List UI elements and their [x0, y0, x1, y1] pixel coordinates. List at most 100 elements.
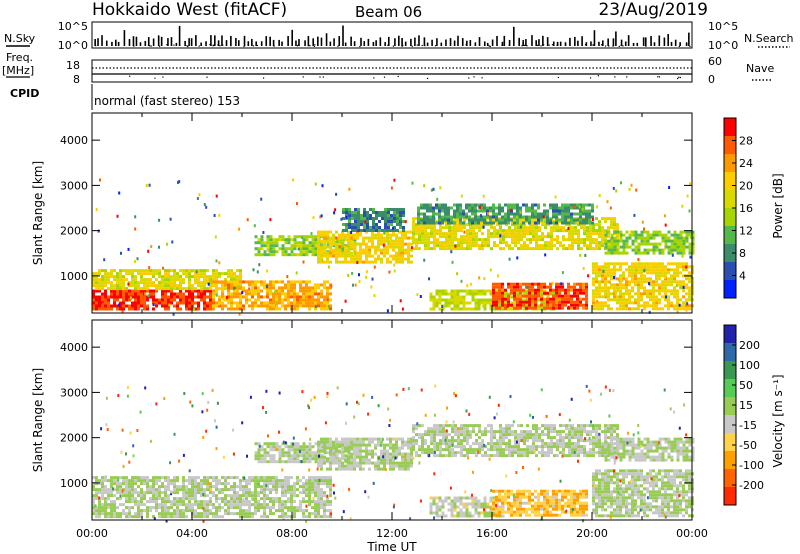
heatmap-cell	[176, 301, 179, 305]
heatmap-cell	[164, 307, 167, 311]
heatmap-cell	[92, 506, 95, 510]
heatmap-cell	[372, 223, 375, 226]
noise-cell	[225, 296, 228, 300]
heatmap-cell	[269, 250, 273, 254]
nsky-bar	[379, 37, 382, 46]
heatmap-cell	[104, 485, 107, 489]
heatmap-cell	[245, 503, 248, 507]
heatmap-cell	[335, 230, 338, 234]
heatmap-cell	[128, 298, 131, 302]
heatmap-cell	[368, 245, 371, 249]
heatmap-cell	[131, 485, 134, 489]
heatmap-cell	[122, 269, 125, 273]
heatmap-cell	[173, 479, 176, 483]
heatmap-cell	[534, 212, 537, 216]
heatmap-cell	[448, 241, 451, 245]
heatmap-cell	[664, 242, 668, 246]
nsky-bar	[602, 40, 604, 46]
colorbar-swatch	[724, 280, 736, 299]
heatmap-cell	[404, 257, 407, 261]
heatmap-cell	[122, 512, 125, 516]
heatmap-cell	[537, 294, 540, 298]
heatmap-cell	[98, 515, 101, 519]
heatmap-cell	[317, 512, 320, 516]
heatmap-cell	[555, 206, 558, 210]
heatmap-cell	[628, 298, 631, 302]
heatmap-cell	[134, 298, 137, 302]
heatmap-cell	[284, 304, 287, 308]
heatmap-cell	[155, 289, 158, 293]
heatmap-cell	[338, 238, 342, 242]
heatmap-cell	[281, 512, 284, 516]
heatmap-cell	[98, 509, 101, 513]
heatmap-cell	[592, 223, 595, 227]
heatmap-cell	[526, 247, 529, 251]
heatmap-cell	[317, 245, 320, 249]
heatmap-cell	[634, 262, 637, 266]
heatmap-cell	[456, 289, 460, 293]
heatmap-cell	[116, 295, 119, 299]
heatmap-cell	[393, 217, 396, 220]
heatmap-cell	[104, 479, 107, 483]
heatmap-cell	[335, 242, 338, 246]
heatmap-cell	[616, 223, 619, 227]
heatmap-cell	[185, 491, 188, 495]
heatmap-cell	[522, 307, 526, 311]
heatmap-cell	[212, 298, 215, 302]
heatmap-cell	[293, 509, 296, 513]
heatmap-cell	[525, 206, 528, 210]
heatmap-cell	[472, 235, 475, 239]
heatmap-cell	[447, 304, 451, 308]
heatmap-cell	[433, 232, 436, 236]
heatmap-cell	[167, 482, 170, 486]
heatmap-cell	[558, 291, 561, 295]
heatmap-cell	[505, 232, 508, 236]
heatmap-cell	[393, 220, 396, 223]
heatmap-cell	[505, 244, 508, 248]
heatmap-cell	[260, 289, 263, 293]
colorbar-swatch	[724, 226, 736, 245]
heatmap-cell	[387, 223, 390, 226]
heatmap-cell	[579, 221, 582, 225]
heatmap-cell	[293, 280, 296, 284]
heatmap-cell	[269, 497, 272, 501]
noise-cell	[428, 277, 430, 281]
heatmap-cell	[490, 223, 493, 227]
heatmap-cell	[492, 294, 495, 298]
heatmap-cell	[263, 509, 266, 513]
heatmap-cell	[469, 229, 472, 233]
heatmap-cell	[224, 479, 227, 483]
heatmap-cell	[528, 209, 531, 213]
heatmap-cell	[305, 457, 309, 461]
heatmap-cell	[345, 211, 348, 214]
heatmap-cell	[125, 497, 128, 501]
heatmap-cell	[444, 298, 448, 302]
heatmap-cell	[598, 295, 601, 299]
heatmap-cell	[389, 254, 392, 258]
heatmap-cell	[242, 485, 245, 489]
nsearch-dot	[489, 45, 491, 48]
heatmap-cell	[658, 230, 662, 234]
heatmap-cell	[480, 209, 483, 213]
heatmap-cell	[236, 286, 239, 290]
noise-cell	[207, 282, 210, 286]
heatmap-cell	[604, 280, 607, 284]
heatmap-cell	[332, 242, 335, 246]
heatmap-cell	[564, 206, 567, 210]
heatmap-cell	[531, 215, 534, 219]
heatmap-cell	[221, 307, 224, 311]
heatmap-cell	[402, 214, 405, 217]
heatmap-cell	[513, 285, 516, 289]
cpid-label: CPID	[10, 87, 39, 100]
heatmap-cell	[492, 291, 495, 295]
heatmap-cell	[412, 229, 415, 233]
heatmap-cell	[658, 292, 661, 296]
heatmap-cell	[149, 488, 152, 492]
heatmap-cell	[535, 232, 538, 236]
heatmap-cell	[137, 304, 140, 308]
heatmap-cell	[344, 257, 347, 261]
heatmap-cell	[191, 479, 194, 483]
freq-dot	[597, 75, 600, 77]
heatmap-cell	[396, 208, 399, 211]
